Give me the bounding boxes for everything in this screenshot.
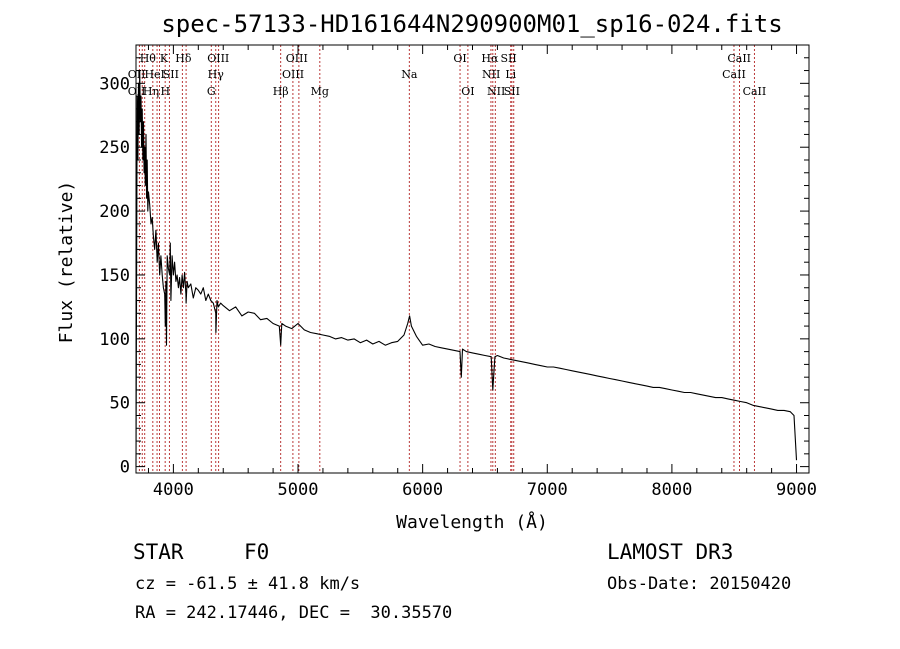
y-tick-label: 200: [99, 202, 130, 222]
reference-label: Hβ: [273, 85, 289, 98]
y-tick-label: 0: [120, 458, 130, 478]
reference-label: OI: [453, 52, 466, 65]
reference-label: OIII: [286, 52, 308, 65]
reference-label: SII: [504, 85, 520, 98]
reference-label: SII: [163, 68, 179, 81]
reference-label: OI: [461, 85, 474, 98]
reference-label: OII: [128, 85, 146, 98]
y-axis: 0 50 100 150 200 250 300: [99, 57, 809, 478]
spectrum-line: [135, 70, 798, 467]
reference-label: Li: [505, 68, 516, 81]
reference-label: NII: [482, 68, 500, 81]
redshift-value: cz = -61.5 ± 41.8 km/s: [135, 574, 361, 594]
survey-name: LAMOST DR3: [607, 540, 734, 564]
spectral-class: F0: [244, 540, 270, 564]
y-tick-label: 50: [110, 394, 130, 414]
chart-title: spec-57133-HD161644N290900M01_sp16-024.f…: [161, 10, 782, 38]
y-tick-label: 100: [99, 330, 130, 350]
reference-label: CaII: [722, 68, 746, 81]
reference-label: CaII: [743, 85, 767, 98]
reference-label: Hα: [481, 52, 499, 65]
reference-label: H: [160, 85, 170, 98]
x-tick-label: 4000: [153, 480, 194, 500]
reference-label: Na: [401, 68, 418, 81]
obs-date: Obs-Date: 20150420: [607, 574, 792, 594]
x-axis: 4000 5000 6000 7000 8000 9000: [147, 45, 817, 500]
reference-label: NII: [487, 85, 505, 98]
reference-label: Hγ: [208, 68, 225, 81]
reference-label: Hη: [143, 85, 159, 98]
reference-label: SII: [501, 52, 517, 65]
reference-label: OIII: [207, 52, 229, 65]
reference-label: OIII: [282, 68, 304, 81]
reference-label: Hδ: [175, 52, 192, 65]
coordinates: RA = 242.17446, DEC = 30.35570: [135, 603, 453, 623]
reference-label: CaII: [727, 52, 751, 65]
reference-label: Hθ: [140, 52, 157, 65]
reference-label: K: [160, 52, 169, 65]
y-tick-label: 150: [99, 266, 130, 286]
x-tick-label: 8000: [651, 480, 692, 500]
x-tick-label: 7000: [527, 480, 568, 500]
reference-label: HeI: [144, 68, 164, 81]
reference-label: G: [207, 85, 216, 98]
x-axis-label: Wavelength (Å): [396, 511, 548, 533]
y-tick-label: 300: [99, 74, 130, 94]
reference-label: Mg: [311, 85, 329, 98]
y-axis-label: Flux (relative): [56, 181, 77, 344]
reference-lines: [138, 45, 755, 473]
object-type: STAR: [133, 540, 184, 564]
x-tick-label: 5000: [278, 480, 319, 500]
spectrum-series: [135, 70, 798, 467]
x-tick-label: 6000: [402, 480, 443, 500]
plot-frame: [135, 44, 810, 474]
reference-label: OII: [128, 68, 146, 81]
y-tick-label: 250: [99, 138, 130, 158]
x-tick-label: 9000: [776, 480, 817, 500]
